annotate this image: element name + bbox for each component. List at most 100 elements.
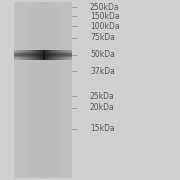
- Bar: [68, 50, 69, 60]
- Bar: [14, 54, 72, 55]
- Bar: [65, 2, 66, 178]
- Bar: [23, 50, 24, 60]
- Bar: [17, 2, 19, 178]
- Bar: [26, 50, 27, 60]
- Bar: [42, 2, 43, 178]
- Text: 100kDa: 100kDa: [90, 22, 120, 31]
- Bar: [46, 50, 48, 60]
- Bar: [60, 50, 62, 60]
- Text: 37kDa: 37kDa: [90, 67, 115, 76]
- Bar: [45, 50, 46, 60]
- Text: 75kDa: 75kDa: [90, 33, 115, 42]
- Bar: [14, 59, 72, 60]
- Text: 20kDa: 20kDa: [90, 103, 115, 112]
- Bar: [22, 2, 23, 178]
- Bar: [65, 50, 66, 60]
- Bar: [40, 2, 42, 178]
- Bar: [14, 55, 72, 56]
- Bar: [46, 2, 48, 178]
- Bar: [14, 51, 72, 52]
- Bar: [14, 57, 72, 58]
- Bar: [14, 2, 72, 178]
- Bar: [53, 50, 55, 60]
- Bar: [49, 50, 50, 60]
- Bar: [40, 50, 42, 60]
- Bar: [71, 50, 72, 60]
- Bar: [58, 2, 59, 178]
- Bar: [62, 50, 63, 60]
- Bar: [27, 50, 29, 60]
- Bar: [19, 2, 20, 178]
- Bar: [59, 2, 60, 178]
- Bar: [24, 2, 26, 178]
- Bar: [49, 2, 50, 178]
- Bar: [56, 2, 58, 178]
- Bar: [43, 50, 45, 60]
- Bar: [63, 50, 65, 60]
- Bar: [56, 50, 58, 60]
- Bar: [29, 2, 30, 178]
- Bar: [48, 2, 49, 178]
- Bar: [69, 2, 71, 178]
- Bar: [30, 50, 32, 60]
- Bar: [29, 50, 30, 60]
- Bar: [14, 58, 72, 59]
- Bar: [33, 50, 35, 60]
- Bar: [36, 2, 37, 178]
- Bar: [27, 2, 29, 178]
- Bar: [24, 50, 26, 60]
- Bar: [37, 2, 39, 178]
- Bar: [30, 2, 32, 178]
- Bar: [63, 2, 65, 178]
- Bar: [35, 2, 36, 178]
- Text: 50kDa: 50kDa: [90, 50, 115, 59]
- Bar: [52, 50, 53, 60]
- Text: 150kDa: 150kDa: [90, 12, 120, 21]
- Bar: [43, 2, 45, 178]
- Bar: [55, 2, 56, 178]
- Bar: [32, 50, 33, 60]
- Bar: [26, 2, 27, 178]
- Bar: [36, 50, 37, 60]
- Bar: [52, 2, 53, 178]
- Bar: [14, 2, 16, 178]
- Bar: [69, 50, 71, 60]
- Bar: [23, 2, 24, 178]
- Bar: [62, 2, 63, 178]
- Bar: [35, 50, 36, 60]
- Bar: [42, 50, 43, 60]
- Bar: [20, 50, 22, 60]
- Bar: [55, 50, 56, 60]
- Bar: [14, 52, 72, 53]
- Bar: [71, 2, 72, 178]
- Bar: [22, 50, 23, 60]
- Text: 250kDa: 250kDa: [90, 3, 120, 12]
- Text: 15kDa: 15kDa: [90, 124, 115, 133]
- Bar: [48, 50, 49, 60]
- Bar: [16, 50, 17, 60]
- Bar: [14, 50, 72, 51]
- Bar: [66, 50, 68, 60]
- Bar: [58, 50, 59, 60]
- Bar: [45, 2, 46, 178]
- Bar: [32, 2, 33, 178]
- Bar: [60, 2, 62, 178]
- Bar: [53, 2, 55, 178]
- Bar: [19, 50, 20, 60]
- Bar: [59, 50, 60, 60]
- Bar: [39, 50, 40, 60]
- Bar: [14, 53, 72, 54]
- Bar: [16, 2, 17, 178]
- Bar: [37, 50, 39, 60]
- Bar: [68, 2, 69, 178]
- Bar: [66, 2, 68, 178]
- Bar: [50, 50, 52, 60]
- Bar: [14, 50, 16, 60]
- Text: 25kDa: 25kDa: [90, 92, 115, 101]
- Bar: [33, 2, 35, 178]
- Bar: [17, 50, 19, 60]
- Bar: [20, 2, 22, 178]
- Bar: [50, 2, 52, 178]
- Bar: [14, 56, 72, 57]
- Bar: [39, 2, 40, 178]
